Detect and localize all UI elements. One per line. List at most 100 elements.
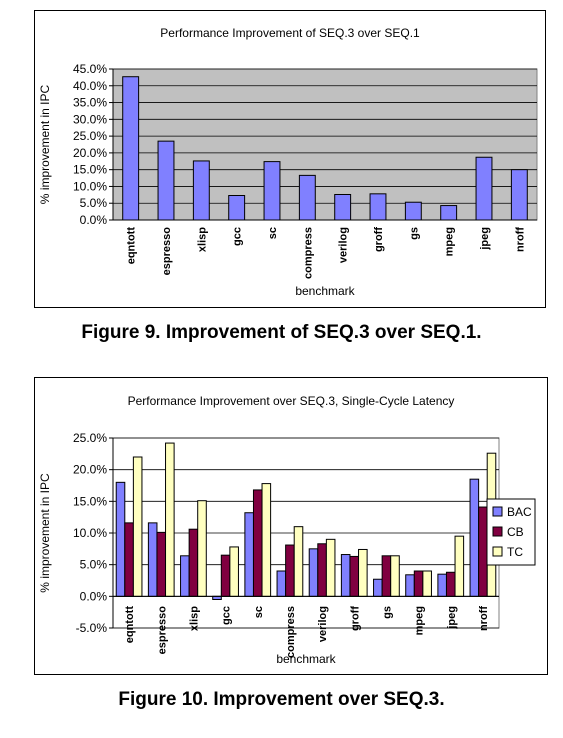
chart2-x-tick-label: verilog — [317, 606, 329, 642]
chart1-y-tick-label: 20.0% — [73, 146, 107, 160]
chart2-bar-jpeg-tc — [454, 535, 465, 597]
chart1-x-tick-label: jpeg — [479, 227, 491, 251]
chart2-bar-compress-tc — [293, 526, 304, 597]
chart2-bar-groff-bac — [340, 554, 351, 597]
chart2-bar-verilog-cb — [317, 543, 327, 597]
chart1-bar-eqntott — [122, 76, 140, 221]
chart2-bar-groff-tc — [358, 548, 368, 597]
chart2-x-tick-label: jpeg — [446, 606, 458, 630]
chart-panel-1: Performance Improvement of SEQ.3 over SE… — [34, 10, 546, 308]
chart2-bar-gs-cb — [381, 555, 392, 597]
chart2-legend-swatch-bac — [492, 506, 503, 517]
chart1-x-tick-label: groff — [373, 227, 385, 252]
chart1-y-tick-label: 35.0% — [73, 96, 107, 110]
chart2-bar-sc-cb — [252, 489, 263, 597]
chart1-x-tick-label: espresso — [161, 227, 173, 276]
chart2-bar-espresso-tc — [165, 442, 175, 597]
chart2-bar-nroff-cb — [478, 506, 488, 597]
chart2-bar-sc-bac — [244, 512, 254, 597]
chart1-y-tick-label: 5.0% — [80, 196, 108, 210]
chart2-legend-label-bac: BAC — [507, 505, 532, 519]
chart2-x-axis-title: benchmark — [276, 652, 336, 666]
chart1-y-tick-label: 40.0% — [73, 79, 107, 93]
chart1-bar-verilog — [334, 193, 352, 221]
chart2-x-tick-label: groff — [349, 606, 361, 631]
chart1-bar-espresso — [157, 140, 175, 221]
chart2-x-tick-label: xlisp — [188, 606, 200, 631]
chart1-bar-nroff — [510, 169, 528, 221]
chart-1-svg: Performance Improvement of SEQ.3 over SE… — [38, 26, 538, 298]
chart1-y-tick-label: 25.0% — [73, 129, 107, 143]
chart2-bar-xlisp-cb — [188, 528, 199, 597]
chart2-y-tick-label: 15.0% — [73, 494, 107, 508]
chart1-x-tick-label: compress — [302, 227, 314, 279]
chart2-x-tick-label: gcc — [221, 606, 233, 625]
chart1-bar-mpeg — [440, 205, 458, 221]
chart2-bar-mpeg-cb — [413, 570, 424, 597]
figure-10-caption: Figure 10. Improvement over SEQ.3. — [118, 689, 445, 710]
chart1-x-tick-label: xlisp — [196, 227, 208, 252]
chart1-bar-groff — [369, 193, 387, 221]
chart1-bar-compress — [298, 174, 316, 221]
chart1-x-tick-label: eqntott — [126, 227, 138, 265]
chart1-y-tick-label: 10.0% — [73, 179, 107, 193]
chart2-bar-mpeg-tc — [422, 570, 432, 597]
chart2-bar-groff-cb — [349, 555, 360, 597]
chart2-bar-eqntott-cb — [124, 522, 134, 597]
chart1-bar-gs — [404, 201, 422, 221]
chart2-y-tick-label: -5.0% — [76, 621, 108, 635]
chart2-y-tick-label: 10.0% — [73, 526, 107, 540]
chart2-x-tick-label: nroff — [478, 606, 490, 631]
chart2-x-tick-label: espresso — [156, 606, 168, 655]
chart2-y-tick-label: 25.0% — [73, 431, 107, 445]
chart-panel-2: Performance Improvement over SEQ.3, Sing… — [34, 377, 548, 675]
chart2-bar-xlisp-tc — [197, 500, 207, 597]
chart2-bar-compress-bac — [276, 570, 287, 597]
chart1-x-tick-label: gs — [408, 227, 420, 240]
chart1-bar-sc — [263, 161, 281, 221]
chart2-bar-gcc-tc — [229, 546, 239, 597]
chart1-y-tick-label: 45.0% — [73, 62, 107, 76]
chart2-x-tick-label: gs — [381, 606, 393, 619]
chart2-legend-label-tc: TC — [507, 545, 523, 559]
chart2-x-tick-label: compress — [285, 606, 297, 658]
chart2-bar-gs-bac — [373, 578, 383, 597]
chart2-bar-mpeg-bac — [405, 574, 415, 597]
chart2-bar-eqntott-tc — [132, 456, 143, 597]
chart1-y-axis-title: % improvement in IPC — [38, 84, 52, 204]
chart2-bar-compress-cb — [285, 544, 295, 597]
chart2-title: Performance Improvement over SEQ.3, Sing… — [128, 394, 455, 408]
chart1-y-tick-label: 30.0% — [73, 112, 107, 126]
chart1-x-tick-label: verilog — [338, 227, 350, 263]
chart2-legend-label-cb: CB — [507, 525, 524, 539]
chart2-bar-gcc-cb — [220, 554, 231, 597]
chart2-bar-jpeg-cb — [445, 571, 456, 597]
chart2-legend-swatch-tc — [492, 546, 503, 557]
chart2-y-axis-title: % improvement in IPC — [38, 473, 52, 593]
figure-9-caption: Figure 9. Improvement of SEQ.3 over SEQ.… — [81, 322, 482, 343]
chart1-bar-jpeg — [475, 156, 493, 221]
chart1-y-tick-label: 0.0% — [80, 213, 108, 227]
chart2-bar-jpeg-bac — [437, 573, 447, 597]
chart2-legend-swatch-cb — [492, 526, 503, 537]
chart-2-svg: Performance Improvement over SEQ.3, Sing… — [38, 394, 536, 666]
chart1-x-tick-label: gcc — [232, 227, 244, 246]
chart1-title: Performance Improvement of SEQ.3 over SE… — [160, 26, 420, 40]
chart2-bar-sc-tc — [261, 483, 272, 597]
chart1-x-tick-label: sc — [267, 227, 279, 239]
chart2-x-tick-label: eqntott — [124, 606, 136, 644]
chart1-x-axis-title: benchmark — [295, 284, 355, 298]
chart2-bar-eqntott-bac — [115, 481, 126, 597]
chart2-bar-xlisp-bac — [180, 555, 190, 597]
chart1-bar-gcc — [228, 195, 246, 221]
chart1-bar-xlisp — [192, 160, 210, 221]
chart2-y-tick-label: 20.0% — [73, 463, 107, 477]
chart2-bar-espresso-bac — [147, 522, 158, 597]
chart2-y-tick-label: 5.0% — [80, 558, 108, 572]
chart2-x-tick-label: sc — [253, 606, 265, 618]
chart2-bar-gs-tc — [390, 555, 400, 597]
chart2-x-tick-label: mpeg — [414, 606, 426, 635]
chart2-bar-espresso-cb — [156, 531, 167, 597]
chart2-bar-verilog-bac — [308, 548, 319, 597]
chart2-bar-nroff-bac — [469, 478, 480, 597]
